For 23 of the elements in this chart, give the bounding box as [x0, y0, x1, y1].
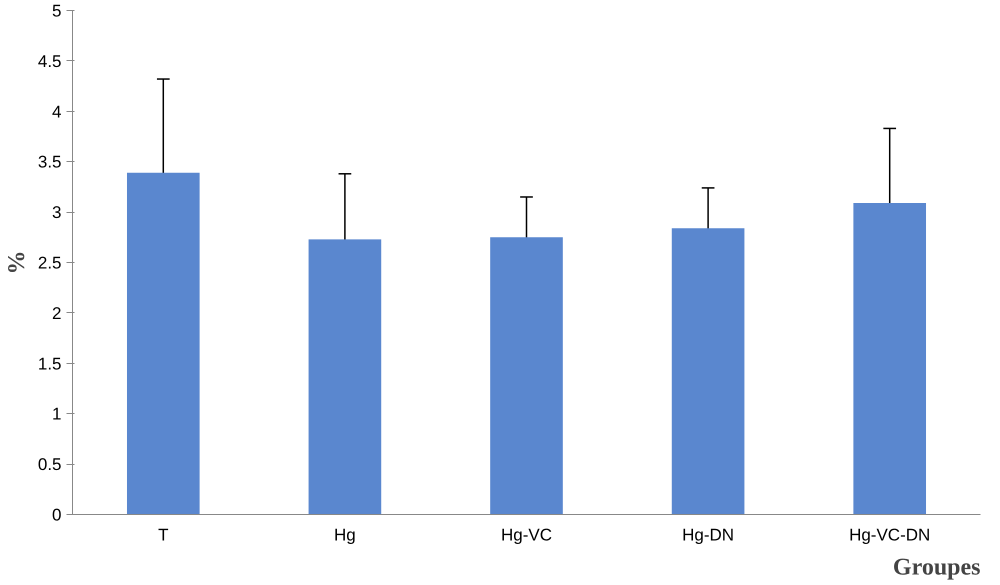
bar: [672, 228, 744, 514]
y-tick-label: 0.5: [38, 455, 62, 474]
x-tick-label: Hg: [334, 526, 356, 544]
y-tick-label: 5: [52, 2, 62, 20]
x-tick-label: Hg-VC-DN: [849, 526, 930, 544]
y-tick-label: 1.5: [38, 354, 62, 374]
x-tick-label: Hg-DN: [682, 526, 734, 544]
x-tick-label: Hg-VC: [500, 526, 552, 544]
y-tick-label: 3.5: [38, 152, 62, 172]
y-tick-label: 3: [52, 203, 62, 222]
y-tick-label: 2.5: [38, 254, 62, 272]
x-tick-label: T: [158, 526, 168, 544]
y-tick-label: 4.5: [38, 52, 62, 71]
bar: [853, 203, 926, 514]
x-axis-title: Groupes: [892, 554, 981, 580]
bar: [308, 239, 382, 514]
bar: [126, 172, 200, 514]
y-axis-title: %: [4, 250, 30, 274]
bar: [490, 237, 563, 514]
y-tick-label: 2: [52, 304, 62, 323]
y-tick-label: 0: [52, 506, 62, 524]
y-tick-label: 1: [52, 404, 62, 424]
y-tick-label: 4: [52, 102, 62, 122]
